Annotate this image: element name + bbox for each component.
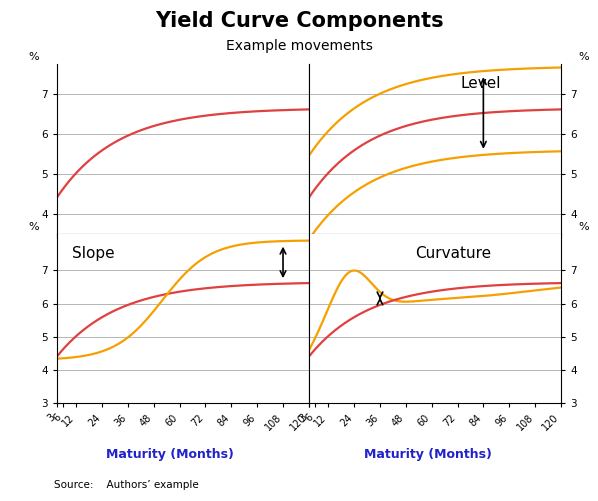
Text: Slope: Slope xyxy=(72,245,115,261)
Text: %: % xyxy=(29,53,39,63)
Text: Yield Curve Components: Yield Curve Components xyxy=(155,11,443,31)
Text: Curvature: Curvature xyxy=(415,245,491,261)
Text: %: % xyxy=(578,222,589,232)
Text: Maturity (Months): Maturity (Months) xyxy=(364,448,492,461)
Text: Example movements: Example movements xyxy=(225,39,373,53)
Text: Maturity (Months): Maturity (Months) xyxy=(106,448,234,461)
Text: Source:    Authors’ example: Source: Authors’ example xyxy=(54,480,199,490)
Text: Level: Level xyxy=(460,76,501,91)
Text: %: % xyxy=(578,53,589,63)
Text: %: % xyxy=(29,222,39,232)
